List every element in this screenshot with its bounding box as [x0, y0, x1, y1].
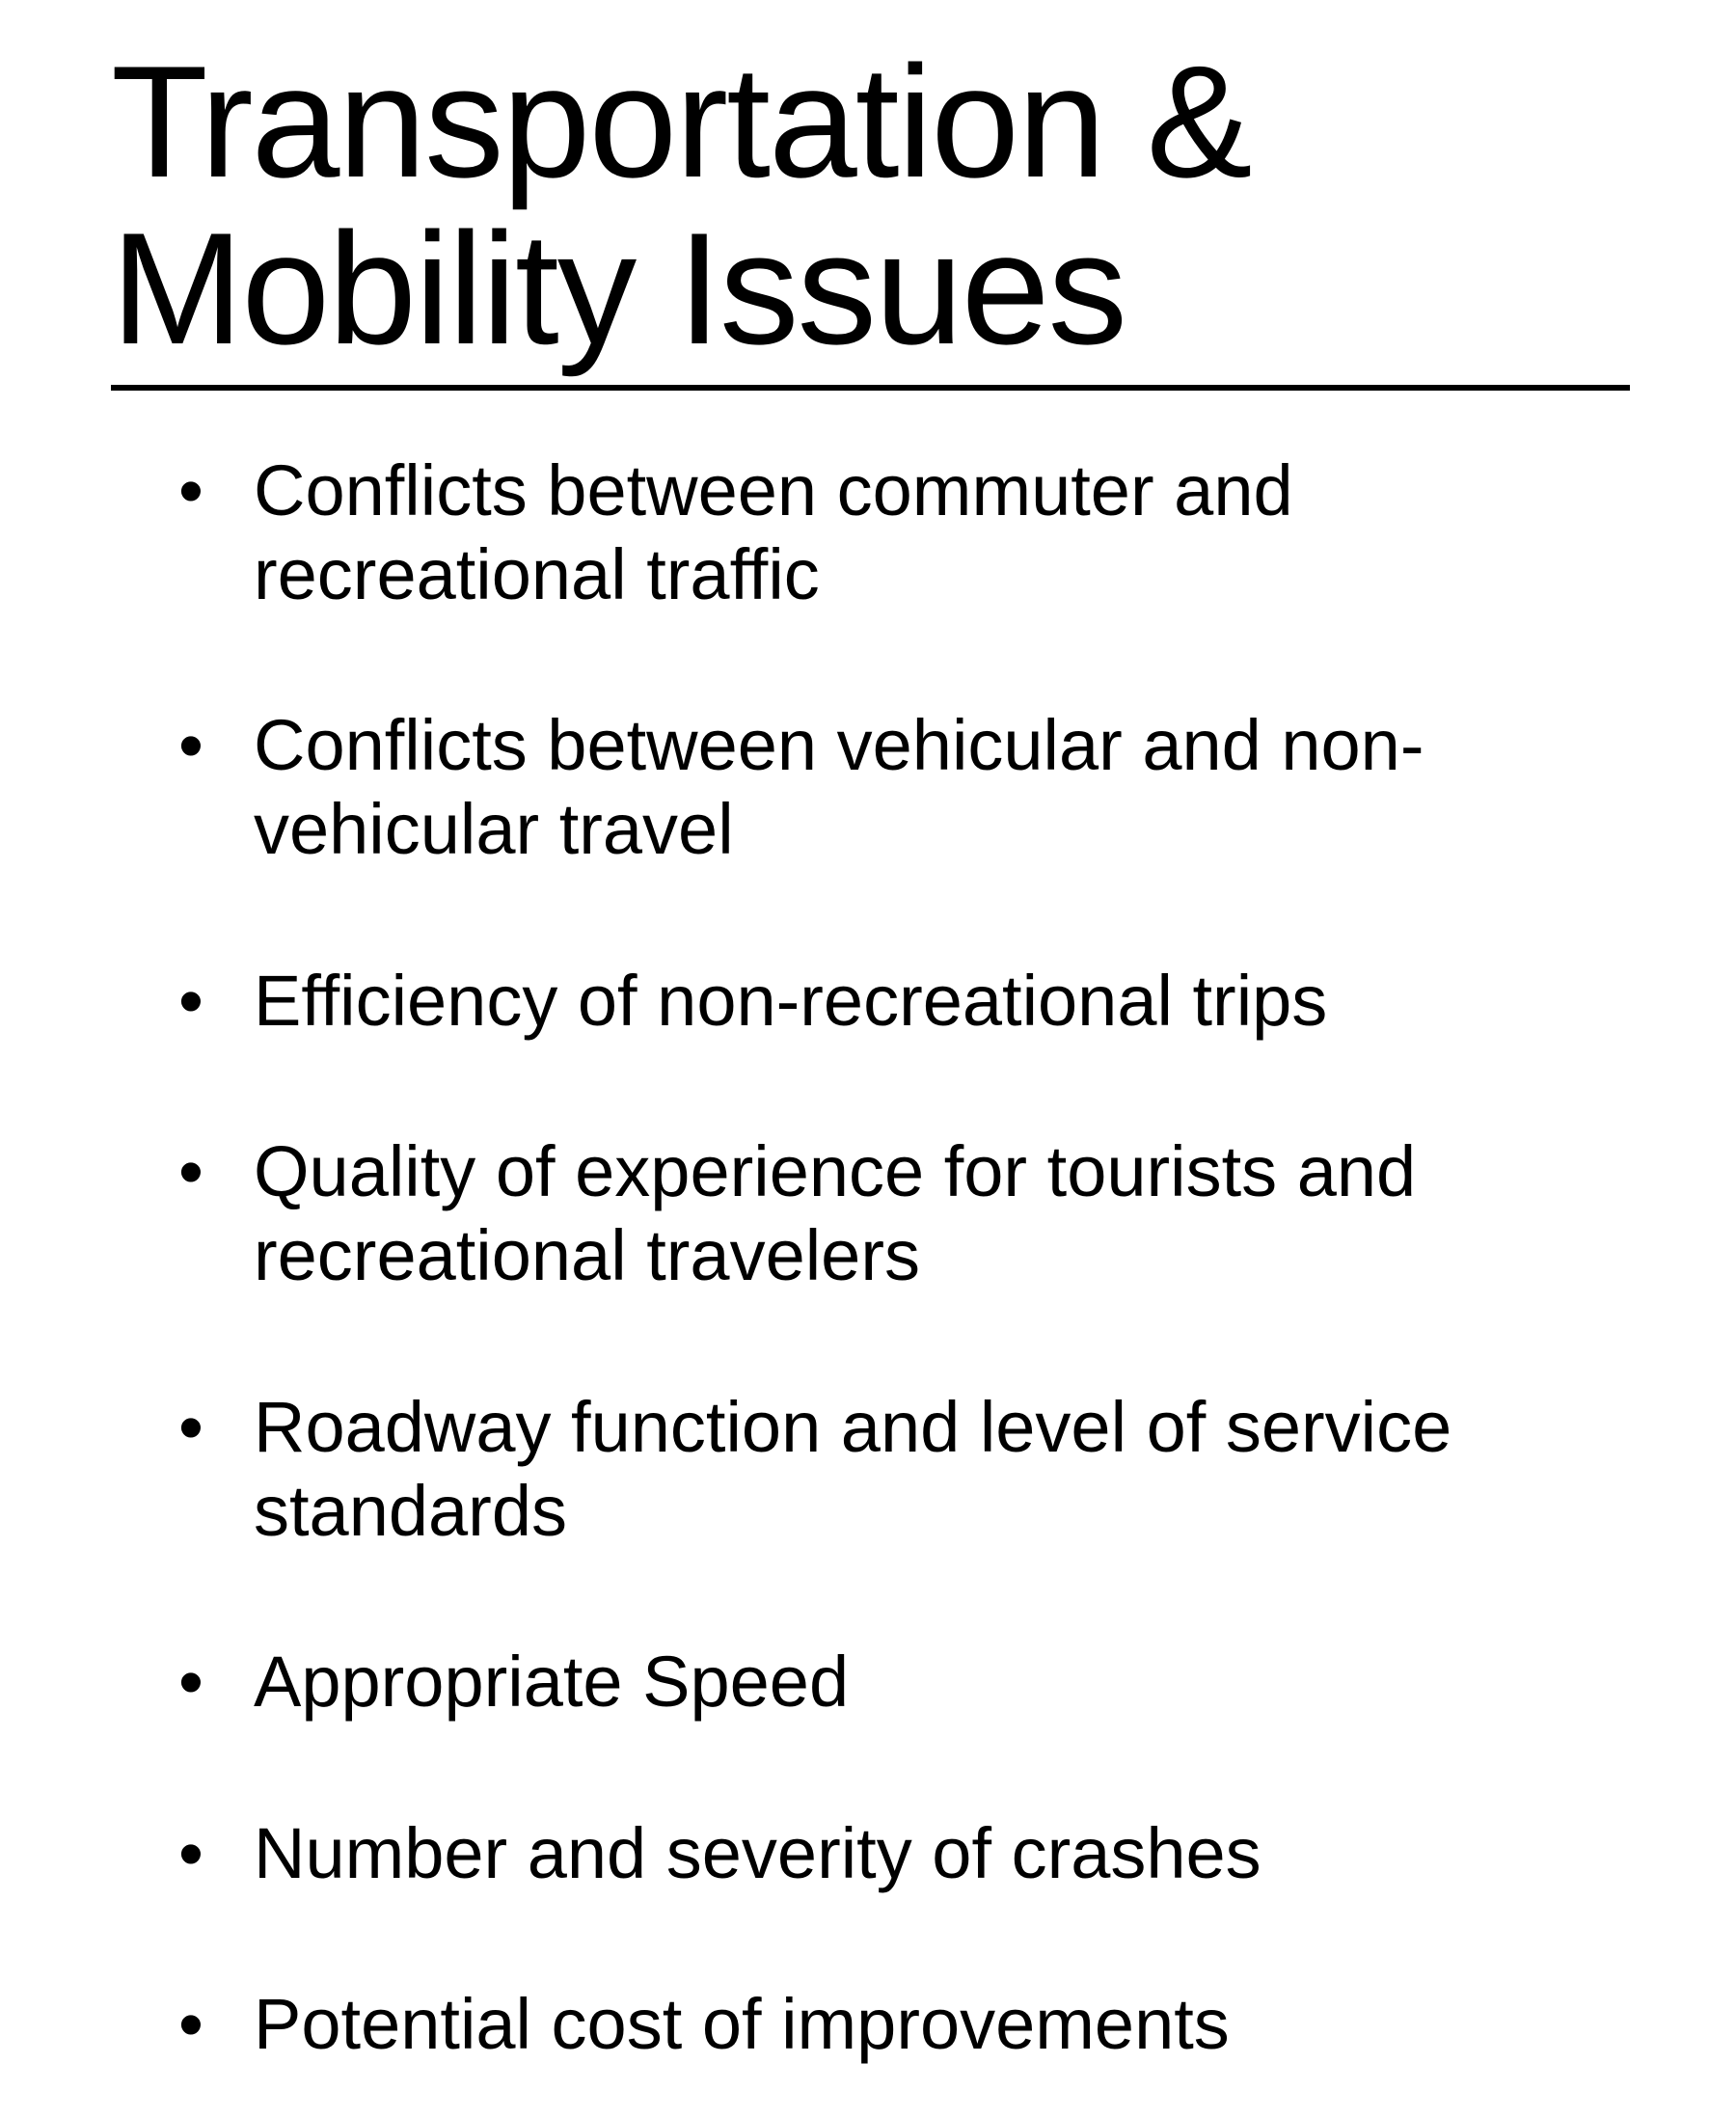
list-item: Conflicts between commuter and recreatio… [178, 448, 1601, 617]
list-item: Potential cost of improvements [178, 1982, 1601, 2066]
bullet-list: Conflicts between commuter and recreatio… [111, 448, 1630, 2067]
list-item: Appropriate Speed [178, 1640, 1601, 1724]
slide: Transportation & Mobility Issues Conflic… [0, 0, 1736, 2118]
title-underline: Transportation & Mobility Issues [111, 39, 1630, 391]
list-item: Number and severity of crashes [178, 1811, 1601, 1895]
list-item: Quality of experience for tourists and r… [178, 1129, 1601, 1298]
list-item: Conflicts between vehicular and non-vehi… [178, 703, 1601, 872]
list-item: Roadway function and level of service st… [178, 1385, 1601, 1554]
slide-title: Transportation & Mobility Issues [111, 39, 1630, 385]
list-item: Efficiency of non-recreational trips [178, 959, 1601, 1043]
